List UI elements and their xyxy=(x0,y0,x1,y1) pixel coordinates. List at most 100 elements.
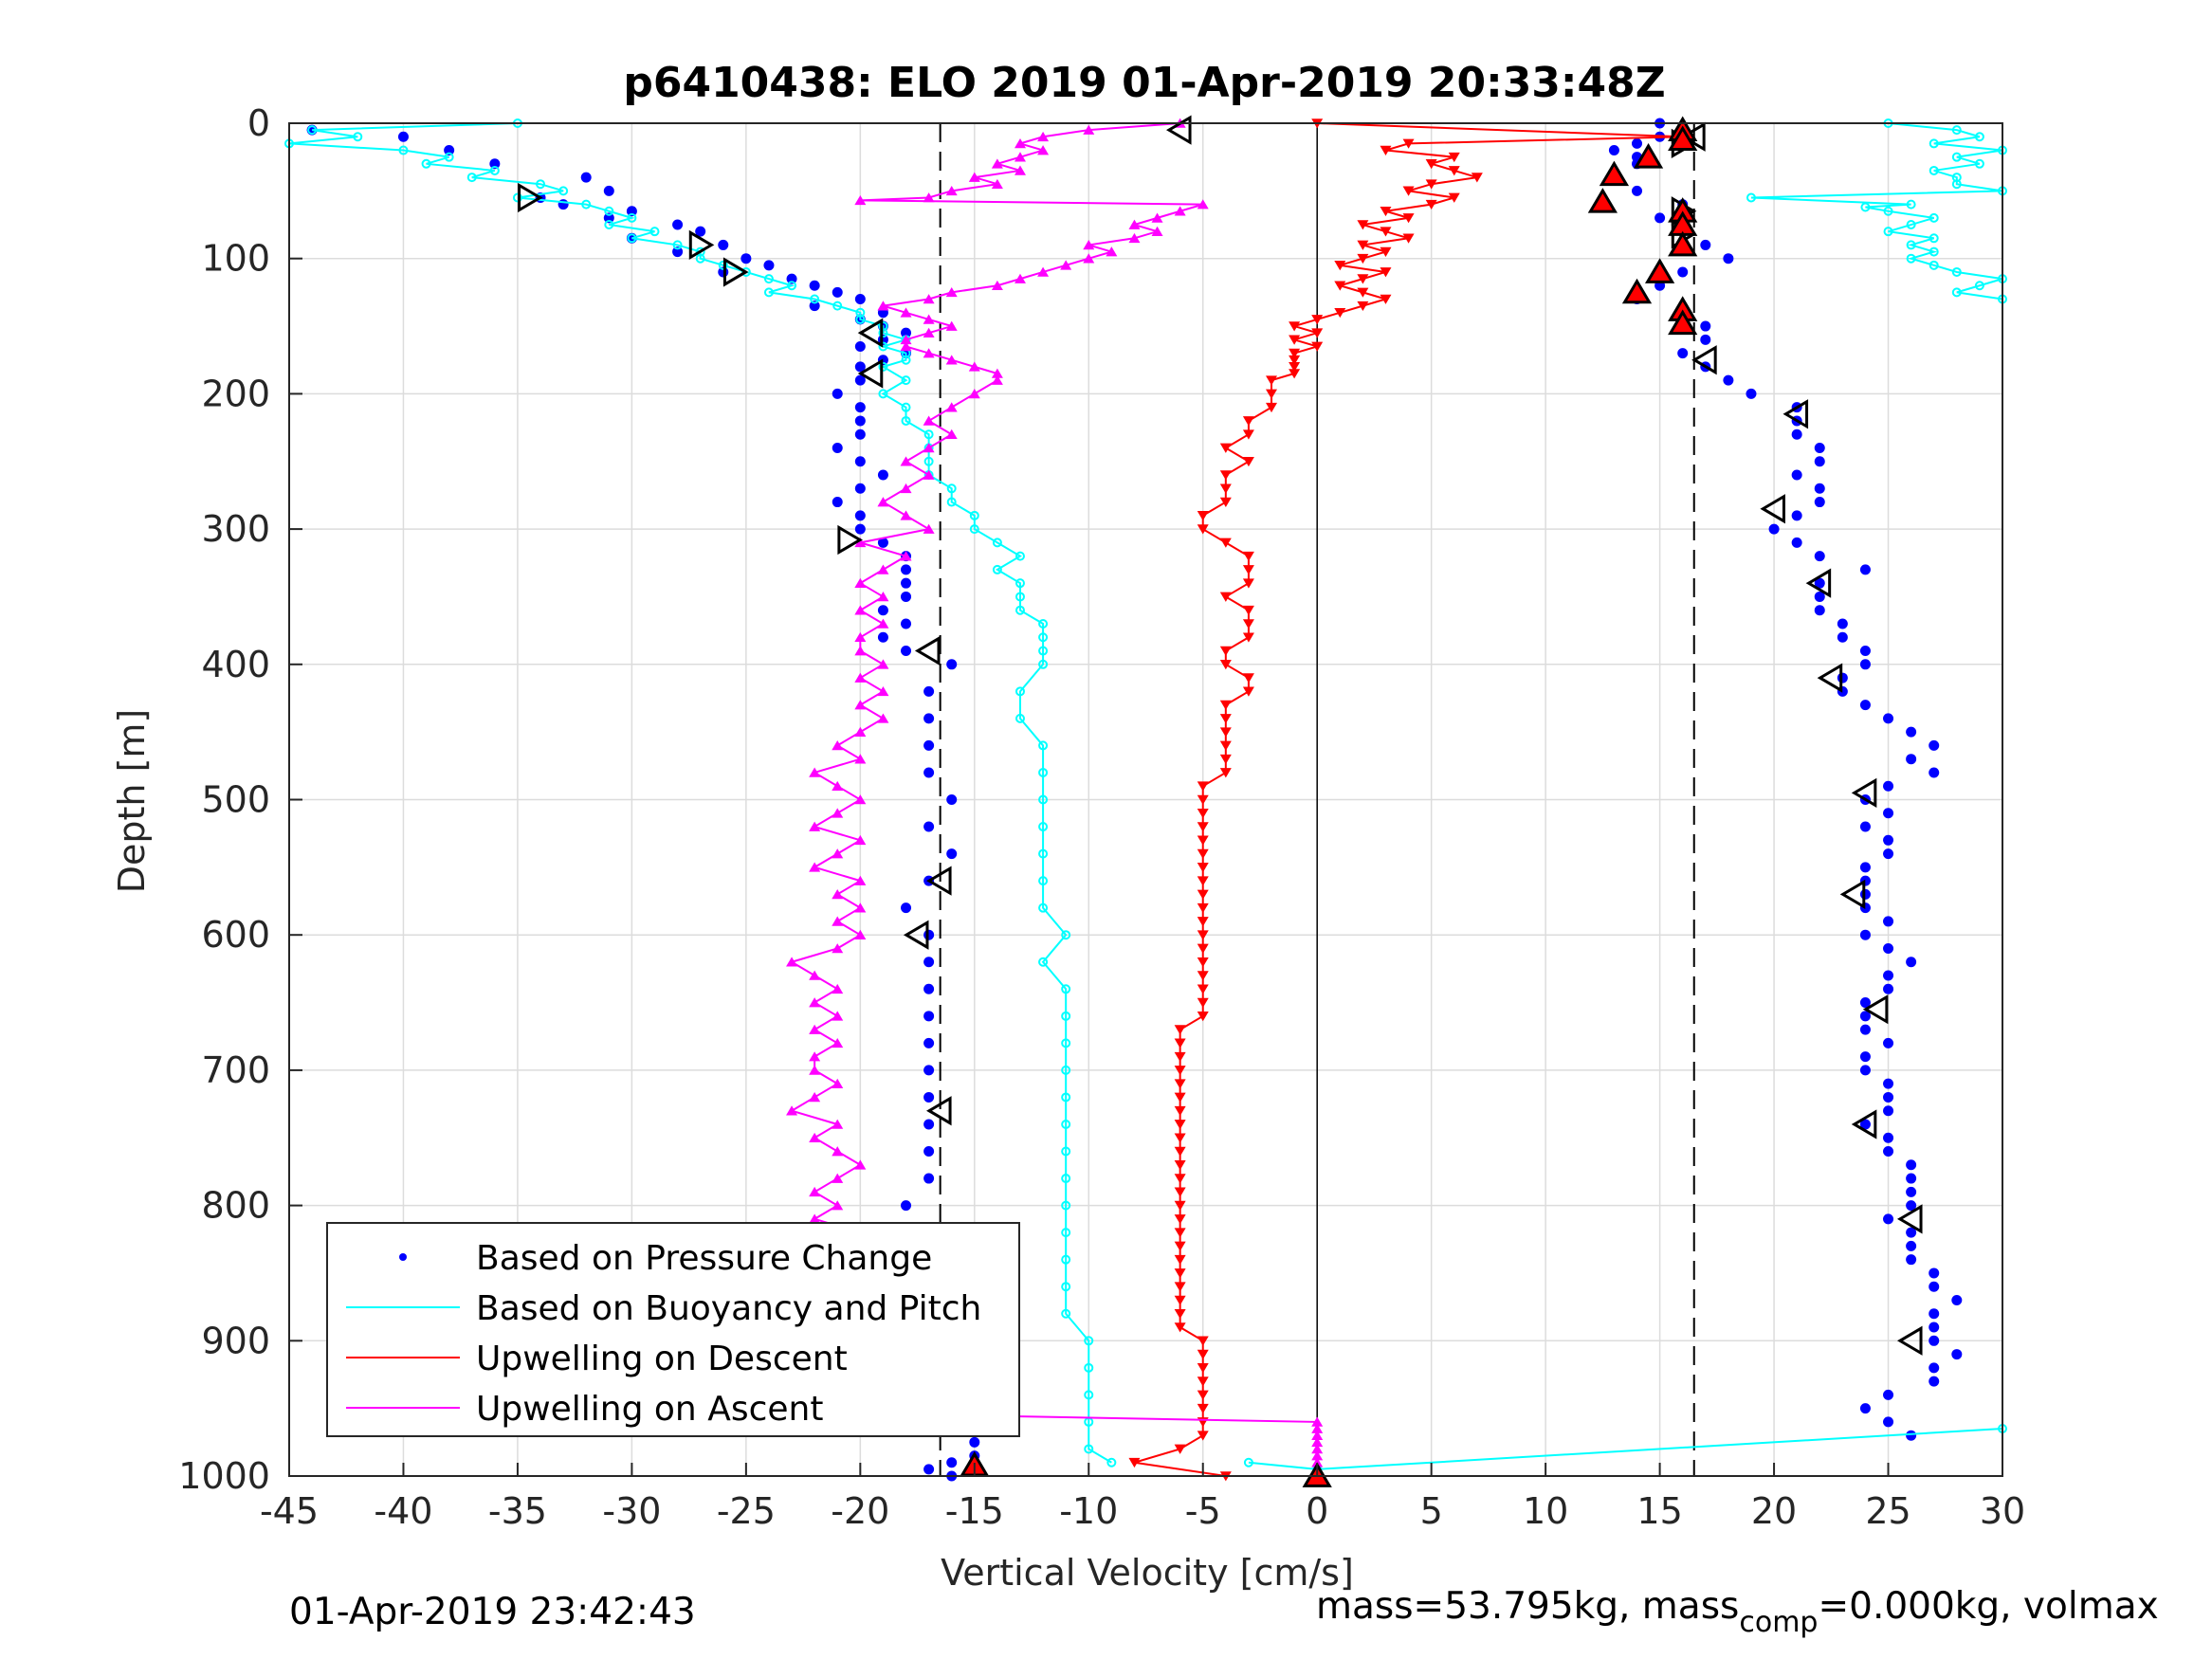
descent-point xyxy=(1174,1322,1186,1333)
pressure-point xyxy=(1859,929,1871,940)
buoyancy-point xyxy=(1061,1174,1071,1184)
descent-point xyxy=(1197,781,1209,792)
pressure-point xyxy=(1632,137,1643,149)
descent-point xyxy=(1425,199,1437,210)
pressure-point xyxy=(1906,1254,1917,1266)
pressure-point xyxy=(1859,564,1871,575)
descent-point xyxy=(1197,902,1209,914)
buoyancy-point xyxy=(649,227,660,237)
pressure-point xyxy=(1814,551,1825,562)
ascent-point xyxy=(1128,232,1141,244)
descent-point xyxy=(1357,253,1369,264)
x-tick-label: 10 xyxy=(1523,1490,1568,1532)
descent-point xyxy=(1174,1444,1186,1454)
pressure-point xyxy=(718,239,729,250)
ascent-point xyxy=(1311,1444,1324,1454)
descent-point xyxy=(1380,227,1392,237)
descent-point xyxy=(1174,1268,1186,1279)
ascent-point xyxy=(809,1051,821,1062)
descent-point xyxy=(1266,402,1278,413)
series-line xyxy=(1750,122,2003,301)
red-up-triangle-marker xyxy=(1668,230,1698,257)
ascent-point xyxy=(877,564,889,574)
left-triangle-marker xyxy=(926,866,952,896)
pressure-point xyxy=(1883,942,1894,954)
descent-point xyxy=(1357,287,1369,298)
pressure-point xyxy=(1906,754,1917,765)
ascent-point xyxy=(854,902,867,913)
buoyancy-point xyxy=(1015,592,1025,602)
descent-point xyxy=(1402,186,1415,196)
x-tick-label: 5 xyxy=(1420,1490,1443,1532)
pressure-point xyxy=(1837,618,1848,629)
pressure-point xyxy=(832,442,843,453)
buoyancy-point xyxy=(1243,1457,1253,1468)
pressure-point xyxy=(1883,916,1894,927)
descent-point xyxy=(1174,1066,1186,1076)
buoyancy-point xyxy=(878,389,888,399)
ascent-point xyxy=(1311,1436,1324,1448)
descent-point xyxy=(1174,1241,1186,1251)
pressure-point xyxy=(877,631,888,643)
descent-point xyxy=(1219,646,1232,656)
pressure-point xyxy=(946,794,958,805)
descent-point xyxy=(1242,551,1254,562)
descent-point xyxy=(1380,145,1392,155)
buoyancy-point xyxy=(1038,794,1049,805)
buoyancy-point xyxy=(901,375,911,386)
pressure-point xyxy=(1906,1159,1917,1171)
descent-point xyxy=(1289,321,1301,332)
left-triangle-marker xyxy=(1896,1325,1923,1356)
descent-point xyxy=(1174,1187,1186,1197)
left-triangle-marker xyxy=(1896,1204,1923,1234)
left-triangle-marker xyxy=(1691,345,1717,375)
pressure-point xyxy=(626,206,637,217)
descent-point xyxy=(1174,1214,1186,1225)
ascent-point xyxy=(832,808,844,818)
ascent-point xyxy=(945,185,958,196)
x-tick-label: -40 xyxy=(374,1490,432,1532)
ascent-point xyxy=(1151,226,1163,236)
pressure-point xyxy=(763,260,775,271)
ascent-point xyxy=(991,158,1003,169)
pressure-point xyxy=(1791,469,1802,481)
pressure-point xyxy=(901,618,912,629)
pressure-point xyxy=(1883,848,1894,860)
ascent-point xyxy=(786,957,798,967)
y-tick-label: 600 xyxy=(201,914,270,956)
descent-point xyxy=(1219,660,1232,670)
descent-point xyxy=(1357,301,1369,312)
pressure-point xyxy=(854,374,866,386)
pressure-point xyxy=(1814,591,1825,602)
ascent-point xyxy=(1106,246,1118,257)
ascent-point xyxy=(968,172,980,182)
ascent-point xyxy=(832,943,844,954)
ascent-point xyxy=(877,497,889,507)
descent-point xyxy=(1357,240,1369,250)
y-axis-ticks: 0 100 200 300 400 500 600 700 800 900 1000 xyxy=(178,102,302,1497)
pressure-point xyxy=(1929,767,1940,778)
y-axis-label: Depth [m] xyxy=(111,709,153,894)
buoyancy-point xyxy=(832,301,843,311)
descent-point xyxy=(1174,1120,1186,1130)
legend-box xyxy=(326,1222,1020,1437)
descent-point xyxy=(1425,159,1437,170)
descent-point xyxy=(1402,213,1415,224)
buoyancy-point xyxy=(969,510,979,520)
ascent-point xyxy=(809,862,821,872)
pressure-point xyxy=(1906,1200,1917,1212)
pressure-point xyxy=(1929,1281,1940,1292)
descent-point xyxy=(1197,863,1209,873)
ascent-point xyxy=(832,740,844,751)
ascent-point xyxy=(900,456,912,466)
ascent-point xyxy=(900,551,912,561)
left-triangle-marker xyxy=(1760,494,1785,524)
buoyancy-point xyxy=(1974,158,1984,169)
pressure-point xyxy=(923,739,935,751)
pressure-point xyxy=(1859,1065,1871,1076)
footer-mass-info: mass=53.795kg, masscomp=0.000kg, volmax xyxy=(1316,1585,2159,1639)
descent-point xyxy=(1334,281,1346,291)
right-triangle-marker xyxy=(518,182,543,213)
buoyancy-point xyxy=(1015,578,1025,589)
buoyancy-point xyxy=(1929,233,1939,244)
